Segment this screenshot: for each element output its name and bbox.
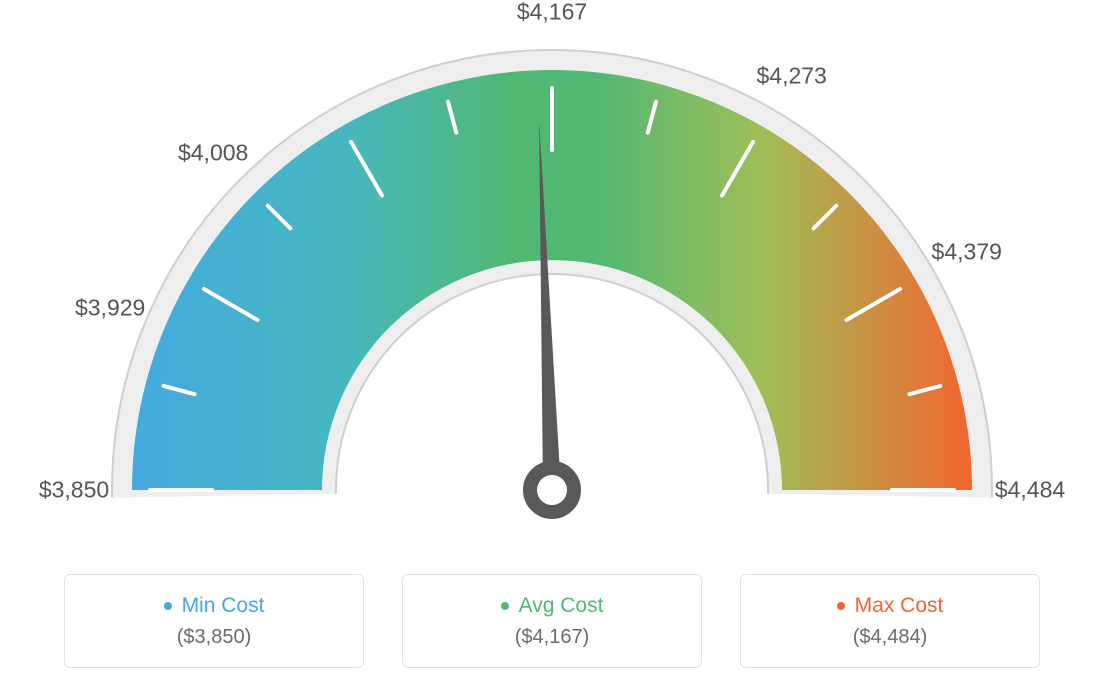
legend-dot-max — [837, 602, 845, 610]
legend-label-avg: Avg Cost — [519, 594, 604, 618]
legend-value-avg: ($4,167) — [515, 626, 590, 649]
gauge-tick-label: $4,379 — [932, 239, 1002, 266]
legend-label-max: Max Cost — [855, 594, 944, 618]
gauge-tick-label: $4,167 — [517, 0, 587, 26]
legend-label-min: Min Cost — [182, 594, 265, 618]
chart-container: $3,850 $3,929 $4,008 $4,167 $4,273 $4,379 $4,4… — [0, 0, 1104, 690]
gauge-tick-label: $4,484 — [995, 477, 1065, 504]
gauge-tick-label: $3,929 — [75, 294, 145, 321]
legend-card-max: Max Cost ($4,484) — [740, 574, 1040, 668]
legend-row: Min Cost ($3,850) Avg Cost ($4,167) Max … — [0, 574, 1104, 672]
legend-value-min: ($3,850) — [177, 626, 252, 649]
gauge-svg — [0, 0, 1104, 560]
legend-card-min: Min Cost ($3,850) — [64, 574, 364, 668]
gauge-chart: $3,850 $3,929 $4,008 $4,167 $4,273 $4,379 $4,4… — [0, 0, 1104, 560]
legend-dot-min — [164, 602, 172, 610]
legend-title-max: Max Cost — [837, 594, 944, 618]
legend-card-avg: Avg Cost ($4,167) — [402, 574, 702, 668]
gauge-tick-label: $4,273 — [756, 63, 826, 90]
gauge-tick-label: $3,850 — [39, 477, 109, 504]
legend-dot-avg — [501, 602, 509, 610]
gauge-tick-label: $4,008 — [178, 139, 248, 166]
legend-value-max: ($4,484) — [853, 626, 928, 649]
legend-title-min: Min Cost — [164, 594, 265, 618]
legend-title-avg: Avg Cost — [501, 594, 604, 618]
